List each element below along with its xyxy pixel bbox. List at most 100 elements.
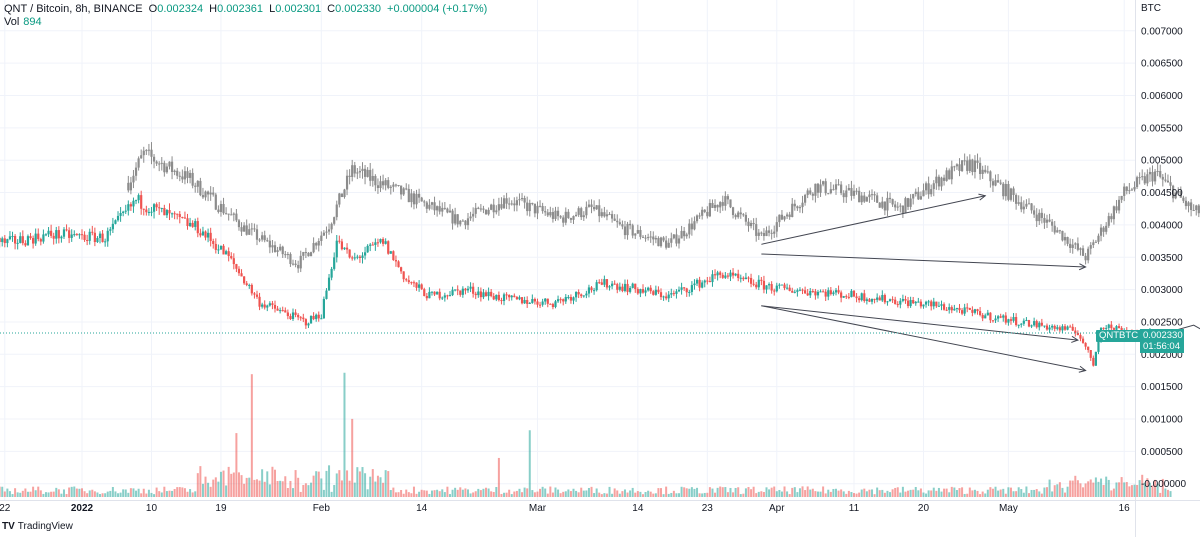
candle (24, 240, 27, 247)
overlay-candle-body (196, 180, 199, 187)
candle-body (469, 286, 472, 289)
candle (361, 252, 364, 264)
candle (438, 288, 441, 301)
candle-body (842, 296, 845, 298)
overlay-candle (155, 160, 158, 167)
candle (268, 301, 271, 307)
volume-bar (245, 477, 248, 497)
candle (250, 283, 253, 296)
overlay-candle-body (901, 205, 904, 214)
overlay-candle-body (500, 204, 503, 209)
overlay-candle (788, 211, 791, 220)
overlay-candle-body (438, 206, 441, 212)
volume-bar (250, 374, 253, 497)
candle (273, 300, 277, 313)
overlay-candle (225, 207, 228, 215)
volume-bar (567, 489, 570, 497)
overlay-candle-body (518, 199, 521, 201)
overlay-candle (567, 209, 570, 219)
candle-body (212, 241, 215, 244)
overlay-candle (963, 153, 966, 166)
candle-body (1002, 315, 1005, 318)
candle-body (44, 234, 48, 236)
overlay-candle (1179, 186, 1182, 198)
volume-bar (127, 492, 130, 497)
candle-body (973, 309, 977, 313)
candle (850, 289, 853, 298)
symbol-title[interactable]: QNT / Bitcoin, 8h, BINANCE (4, 3, 143, 15)
candle-body (827, 290, 830, 297)
overlay-candle-body (1074, 243, 1077, 245)
overlay-candle-body (206, 191, 210, 195)
volume-bar (816, 491, 819, 497)
candle-body (770, 284, 773, 291)
volume-bar (608, 486, 611, 497)
overlay-candle (770, 229, 773, 240)
overlay-candle-body (881, 201, 884, 208)
overlay-candle-body (454, 214, 457, 224)
overlay-candle-body (1015, 194, 1018, 204)
candle-body (976, 309, 979, 312)
candle (1074, 327, 1077, 337)
candle (178, 211, 181, 224)
overlay-candle (636, 224, 639, 235)
candle-body (737, 273, 740, 279)
trend-drawings[interactable] (761, 102, 1200, 373)
time-axis[interactable]: 2220221019Feb14Mar1423Apr1120May16Jun132… (0, 503, 1200, 514)
overlay-candle (755, 217, 758, 242)
price-tick-label: 0.004000 (1141, 220, 1183, 231)
overlay-candle-body (168, 161, 171, 167)
volume-bar (881, 489, 884, 497)
volume-bar (338, 470, 341, 497)
overlay-candle-body (747, 221, 750, 227)
overlay-candle-body (665, 240, 668, 248)
overlay-candle-body (1177, 191, 1180, 193)
candle-body (695, 279, 699, 284)
candle-body (1084, 342, 1087, 347)
volume-bar (340, 480, 343, 497)
volume-bar (994, 486, 997, 497)
candle-body (930, 301, 933, 307)
overlay-candle-body (299, 255, 302, 269)
main-candles (0, 190, 1172, 367)
candle (407, 275, 410, 285)
overlay-candle-body (924, 183, 928, 191)
overlay-candle-body (497, 204, 500, 211)
candle-body (739, 277, 742, 279)
candle-body (749, 277, 753, 284)
time-tick-label: 19 (215, 503, 227, 514)
candle-body (325, 290, 328, 299)
tradingview-logo[interactable]: TV TradingView (2, 521, 73, 532)
overlay-candle-body (459, 220, 462, 225)
volume-bar (549, 486, 552, 497)
candle (497, 291, 500, 302)
overlay-candle (834, 179, 838, 195)
candle (757, 275, 760, 291)
candle (1066, 325, 1069, 331)
candle (824, 289, 827, 302)
overlay-candle (698, 212, 701, 219)
overlay-candle (767, 225, 771, 237)
candle (255, 290, 259, 299)
volume-bar (811, 488, 814, 497)
volume-bar (1089, 479, 1092, 497)
price-axis[interactable]: 0.0070000.0065000.0060000.0055000.005000… (1141, 26, 1186, 490)
volume-bar (701, 493, 704, 497)
candle (75, 233, 78, 236)
candle (1056, 324, 1059, 331)
overlay-candle (369, 162, 372, 187)
volume-bar (912, 489, 915, 497)
overlay-candle-body (204, 191, 207, 198)
candle-body (181, 217, 184, 219)
candle-body (677, 289, 681, 292)
volume-bar (521, 492, 524, 497)
volume-bar (652, 493, 655, 497)
volume-bar (176, 487, 179, 497)
candle-body (639, 289, 642, 294)
overlay-candle-body (960, 160, 964, 171)
overlay-candle (273, 241, 277, 253)
volume-bar (647, 490, 650, 497)
volume-bar (595, 488, 598, 497)
